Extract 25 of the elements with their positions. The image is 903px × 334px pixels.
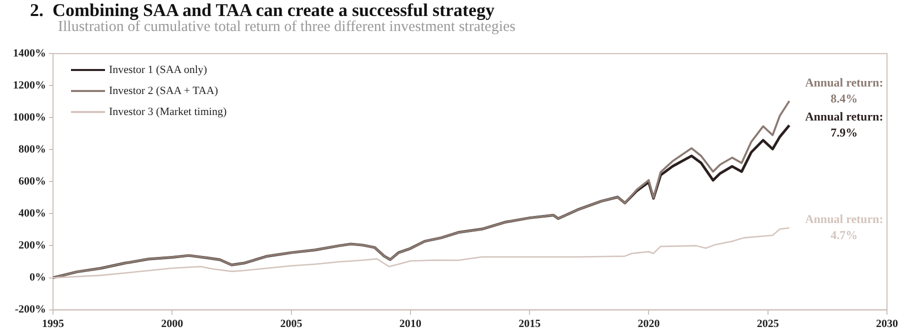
y-tick-label: 200% — [18, 240, 46, 252]
chart-subtitle: Illustration of cumulative total return of three different investment strategies — [58, 19, 516, 36]
y-tick-label: 1000% — [13, 111, 46, 124]
y-tick-label: -200% — [14, 304, 46, 316]
annotation: Annual return: 7.9% — [805, 109, 884, 140]
x-tick-label: 2010 — [399, 318, 422, 330]
x-tick-label: 1995 — [42, 318, 64, 330]
y-tick-label: 600% — [18, 176, 46, 188]
legend-label: Investor 1 (SAA only) — [109, 64, 208, 76]
x-tick-label: 2000 — [161, 318, 184, 330]
x-tick-label: 2020 — [638, 318, 660, 330]
x-tick-label: 2025 — [756, 318, 780, 330]
y-tick-label: 1200% — [13, 79, 46, 92]
legend-label: Investor 3 (Market timing) — [109, 106, 227, 118]
annotation: Annual return: 8.4% — [805, 75, 884, 106]
x-tick-label: 2015 — [518, 318, 542, 330]
chart-title: 2. Combining SAA and TAA can create a successful strategy — [30, 0, 495, 20]
y-tick-label: 400% — [18, 208, 46, 220]
y-tick-label: 0% — [30, 272, 46, 284]
legend-label: Investor 2 (SAA + TAA) — [109, 85, 218, 98]
x-tick-label: 2005 — [280, 318, 303, 330]
y-tick-label: 1400% — [13, 47, 46, 60]
y-tick-label: 800% — [18, 144, 46, 156]
annotation: Annual return: 4.7% — [805, 212, 884, 242]
x-tick-label: 2030 — [876, 318, 898, 330]
